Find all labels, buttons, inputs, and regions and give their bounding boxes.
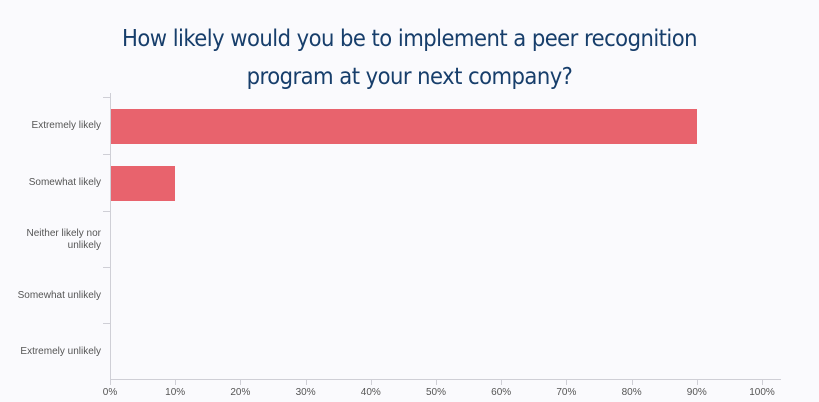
bar[interactable] [111,165,176,201]
bar[interactable] [111,109,697,144]
y-tick [103,97,110,98]
category-label: Extremely likely [31,120,101,131]
x-tick [240,380,242,385]
x-tick-label: 90% [686,387,707,398]
x-tick-label: 60% [491,387,512,398]
x-tick [305,380,307,385]
x-tick [110,380,111,385]
x-tick [631,380,633,385]
x-tick [762,380,763,385]
x-tick [175,380,177,385]
x-tick [501,380,503,385]
x-tick [370,380,372,385]
x-tick [436,380,437,385]
x-tick-label: 40% [360,387,381,398]
category-label: Somewhat unlikely [17,290,101,301]
x-tick-label: 100% [749,387,775,398]
x-tick-label: 80% [621,387,642,398]
y-axis-line [110,93,111,380]
x-tick-label: 0% [102,387,118,398]
chart-title: How likely would you be to implement a p… [33,20,786,96]
x-axis-line [110,379,781,380]
y-tick [103,154,110,155]
x-tick [566,380,568,385]
category-label: Somewhat likely [28,177,101,188]
y-tick [103,323,110,324]
x-tick-label: 30% [295,387,316,398]
x-tick-label: 20% [230,387,251,398]
y-tick [103,267,110,268]
y-tick [103,211,110,212]
x-tick [696,380,698,385]
category-label: Neither likely nor unlikely [26,228,101,251]
chart-title-line-2: program at your next company? [246,64,573,90]
x-tick-label: 10% [165,387,186,398]
chart-title-line-1: How likely would you be to implement a p… [122,26,697,52]
category-label: Extremely unlikely [20,346,101,357]
x-tick-label: 50% [425,387,446,398]
x-tick-label: 70% [556,387,577,398]
